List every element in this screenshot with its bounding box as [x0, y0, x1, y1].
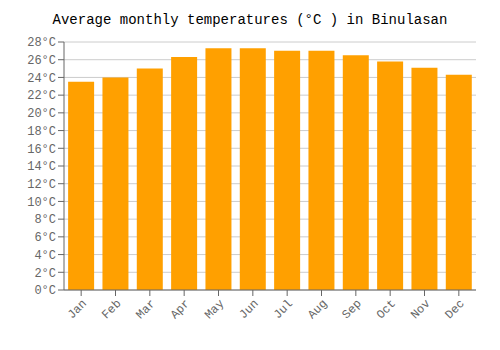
svg-text:4°C: 4°C — [34, 249, 56, 263]
svg-text:28°C: 28°C — [27, 36, 56, 50]
svg-text:22°C: 22°C — [27, 89, 56, 103]
svg-text:Mar: Mar — [134, 297, 159, 322]
svg-text:8°C: 8°C — [34, 213, 56, 227]
svg-text:Nov: Nov — [408, 297, 433, 322]
svg-text:May: May — [202, 297, 227, 322]
svg-text:Aug: Aug — [305, 297, 330, 322]
svg-text:18°C: 18°C — [27, 125, 56, 139]
svg-text:20°C: 20°C — [27, 107, 56, 121]
svg-text:6°C: 6°C — [34, 231, 56, 245]
svg-text:12°C: 12°C — [27, 178, 56, 192]
svg-text:Dec: Dec — [443, 297, 468, 322]
svg-text:2°C: 2°C — [34, 267, 56, 281]
svg-text:26°C: 26°C — [27, 54, 56, 68]
svg-text:Sep: Sep — [340, 297, 365, 322]
svg-text:14°C: 14°C — [27, 160, 56, 174]
svg-text:16°C: 16°C — [27, 143, 56, 157]
svg-text:24°C: 24°C — [27, 72, 56, 86]
svg-text:Jan: Jan — [65, 297, 90, 322]
svg-text:0°C: 0°C — [34, 284, 56, 298]
svg-text:Jul: Jul — [271, 297, 296, 322]
svg-text:Feb: Feb — [99, 297, 124, 322]
svg-text:Jun: Jun — [237, 297, 262, 322]
svg-text:10°C: 10°C — [27, 196, 56, 210]
svg-text:Apr: Apr — [168, 297, 193, 322]
svg-text:Oct: Oct — [374, 297, 399, 322]
html-text:Average monthly temperatures (: Average monthly temperatures (°C ) in Bi… — [52, 12, 448, 28]
